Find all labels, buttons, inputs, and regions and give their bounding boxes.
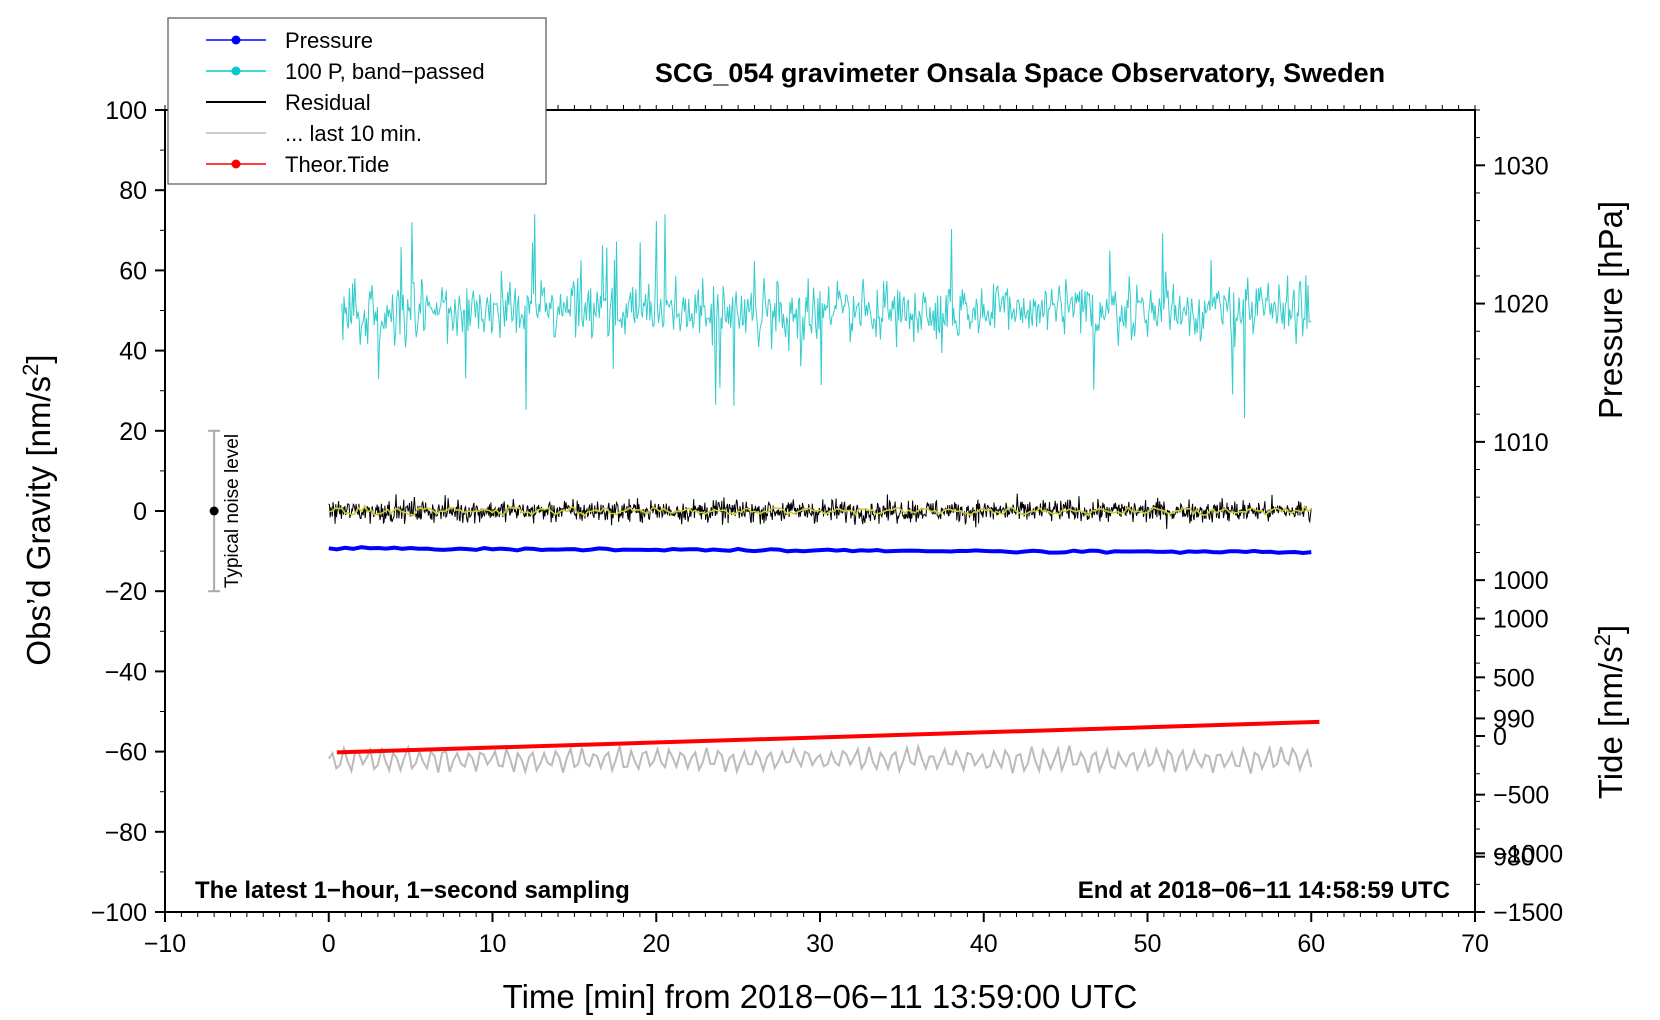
y-axis-label-pressure: Pressure [hPa] — [1592, 201, 1629, 419]
y-tick-label-left: −80 — [105, 819, 147, 847]
y-tick-label-left: 80 — [119, 177, 147, 205]
series-last-10-min — [327, 742, 1313, 776]
legend-marker — [231, 35, 241, 45]
x-tick-label: 50 — [1134, 930, 1162, 958]
y-tick-label-left: 100 — [105, 97, 147, 125]
y-tick-label-tide: −1000 — [1493, 840, 1563, 868]
y-tick-label-left: 60 — [119, 257, 147, 285]
series-layer — [327, 214, 1320, 776]
noise-level-label: Typical noise level — [222, 434, 243, 588]
legend-marker — [231, 66, 241, 76]
y-tick-label-left: 40 — [119, 338, 147, 366]
legend-label: Theor.Tide — [285, 152, 389, 177]
y-tick-label-pressure: 1010 — [1493, 429, 1549, 457]
y-axis-label-tide: Tide [nm/s2] — [1590, 625, 1629, 799]
series-band-passed-pressure — [341, 214, 1312, 419]
noise-bar-center — [209, 506, 219, 516]
y-tick-label-tide: −1500 — [1493, 899, 1563, 927]
y-tick-label-tide: −500 — [1493, 782, 1549, 810]
y-tick-label-pressure: 1000 — [1493, 567, 1549, 595]
y-tick-label-pressure: 1020 — [1493, 291, 1549, 319]
x-axis-label: Time [min] from 2018−06−11 13:59:00 UTC — [503, 978, 1138, 1015]
legend-label: 100 P, band−passed — [285, 59, 485, 84]
y-tick-label-left: 0 — [133, 498, 147, 526]
annotation-right: End at 2018−06−11 14:58:59 UTC — [1078, 877, 1450, 904]
legend-marker — [231, 159, 241, 169]
y-tick-label-tide: 500 — [1493, 664, 1535, 692]
x-tick-label: 20 — [642, 930, 670, 958]
noise-level-indicator: Typical noise level — [208, 429, 243, 593]
y-tick-label-pressure: 990 — [1493, 705, 1535, 733]
y-tick-label-left: 20 — [119, 418, 147, 446]
legend-label: Residual — [285, 90, 371, 115]
y-tick-label-left: −20 — [105, 578, 147, 606]
y-tick-label-pressure: 980 — [1493, 844, 1535, 872]
y-tick-label-left: −100 — [91, 899, 147, 927]
y-tick-label-tide: 1000 — [1493, 606, 1549, 634]
legend: Pressure 100 P, band−passed Residual ... la… — [167, 17, 547, 185]
y-axis-label-left: Obs’d Gravity [nm/s2] — [18, 354, 57, 665]
annotation-left: The latest 1−hour, 1−second sampling — [195, 877, 630, 904]
ticks-layer: −10 0 10 20 30 40 50 60 70−100−80−60−40−20020406… — [91, 97, 1564, 958]
y-tick-label-left: −40 — [105, 658, 147, 686]
series-residual-smoothed — [328, 504, 1312, 518]
x-tick-label: 60 — [1297, 930, 1325, 958]
x-tick-label: 40 — [970, 930, 998, 958]
y-tick-label-tide: 0 — [1493, 723, 1507, 751]
y-tick-label-left: −60 — [105, 739, 147, 767]
x-tick-label: 10 — [479, 930, 507, 958]
series-pressure — [328, 545, 1312, 556]
legend-label: ... last 10 min. — [285, 121, 422, 146]
legend-label: Pressure — [285, 28, 373, 53]
series-theor-tide — [336, 719, 1320, 755]
x-tick-label: −10 — [144, 930, 186, 958]
x-tick-label: 30 — [806, 930, 834, 958]
x-tick-label: 0 — [322, 930, 336, 958]
x-tick-label: 70 — [1461, 930, 1489, 958]
chart-title: SCG_054 gravimeter Onsala Space Observat… — [655, 58, 1385, 88]
y-tick-label-pressure: 1030 — [1493, 152, 1549, 180]
